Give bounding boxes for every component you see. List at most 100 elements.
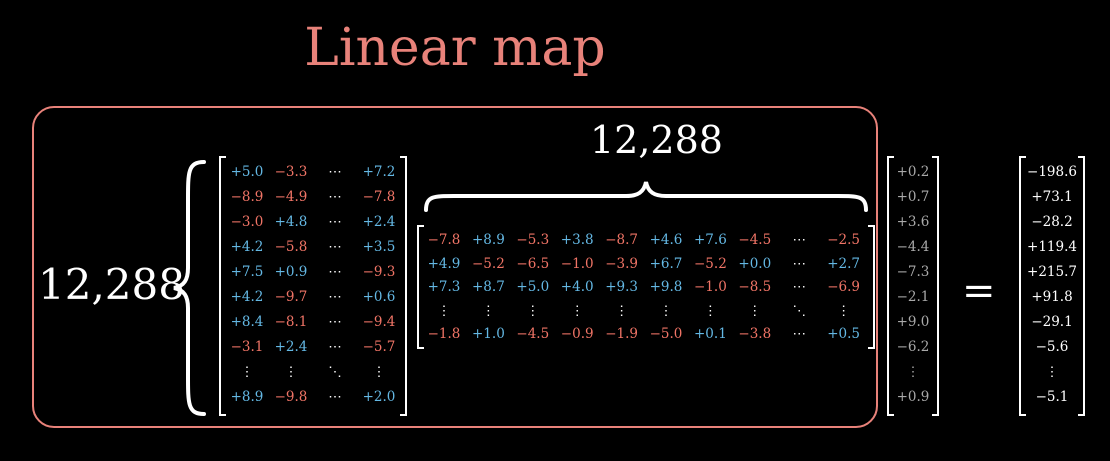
bracket-right	[868, 225, 875, 349]
matrix-row: +119.4	[1019, 235, 1085, 259]
matrix-cell: +2.0	[362, 389, 396, 405]
matrix-cell: ⋮	[481, 302, 496, 319]
matrix-cell: ⋱	[328, 364, 342, 380]
matrix-cell: +8.4	[230, 314, 264, 330]
matrix-cell: +0.6	[362, 289, 396, 305]
matrix-cell: +3.6	[896, 214, 930, 230]
matrix-cell: −5.6	[1035, 339, 1069, 355]
matrix-cell: +7.2	[362, 164, 396, 180]
matrix-cell: ⋮	[836, 302, 851, 319]
matrix-cell: −5.0	[649, 326, 683, 342]
matrix-cell: −7.8	[427, 232, 461, 248]
matrix-row: +9.0	[887, 310, 939, 334]
matrix-cell: −0.9	[560, 326, 594, 342]
matrix-row: −7.8 +8.9 −5.3 +3.8 −8.7 +4.6 +7.6 −4.5 ⋯ −2.5	[417, 228, 875, 252]
matrix-row: +0.7	[887, 185, 939, 209]
matrix-row: +5.0 −3.3 ⋯ +7.2	[219, 160, 407, 184]
matrix-cell: ⋯	[792, 279, 806, 295]
matrix-cell: −7.8	[362, 189, 396, 205]
matrix-cell: −8.1	[274, 314, 308, 330]
matrix-cell: ⋯	[328, 164, 342, 180]
matrix-row: −5.6	[1019, 335, 1085, 359]
matrix-row: −4.4	[887, 235, 939, 259]
matrix-cell: +4.0	[560, 279, 594, 295]
matrix-cell: +4.6	[649, 232, 683, 248]
matrix-cell: −7.3	[896, 264, 930, 280]
bracket-right	[400, 156, 407, 416]
matrix-row: −6.2	[887, 335, 939, 359]
matrix-cell: +3.5	[362, 239, 396, 255]
matrix-cell: +5.0	[230, 164, 264, 180]
bracket-left	[417, 225, 424, 349]
matrix-cell: −4.5	[516, 326, 550, 342]
matrix-cell: +8.9	[230, 389, 264, 405]
matrix-row: −3.1 +2.4 ⋯ −5.7	[219, 335, 407, 359]
matrix-cell: +5.0	[516, 279, 550, 295]
bracket-left	[219, 156, 226, 416]
matrix-cell: ⋮	[748, 302, 762, 319]
matrix-cell: −9.3	[362, 264, 396, 280]
matrix-row: +91.8	[1019, 285, 1085, 309]
matrix-cell: −8.5	[738, 279, 772, 295]
rows-label: 12,288	[38, 260, 185, 309]
matrix-cell: +2.7	[827, 255, 860, 272]
matrix-cell: ⋯	[328, 339, 342, 355]
matrix-row: +3.6	[887, 210, 939, 234]
matrix-row: −2.1	[887, 285, 939, 309]
matrix-row: ⋮	[1019, 360, 1085, 384]
wide-matrix: −7.8 +8.9 −5.3 +3.8 −8.7 +4.6 +7.6 −4.5 ⋯ −2.5 +4.…	[417, 225, 875, 349]
matrix-cell: +9.8	[649, 279, 683, 295]
matrix-cell: +0.5	[827, 326, 860, 342]
matrix-cell: −9.7	[274, 289, 308, 305]
matrix-row: +0.2	[887, 160, 939, 184]
matrix-cell: ⋯	[328, 264, 342, 280]
matrix-cell: ⋯	[328, 289, 342, 305]
matrix-cell: −9.4	[362, 314, 396, 330]
matrix-cell: ⋮	[906, 364, 920, 380]
matrix-cell: +119.4	[1027, 239, 1077, 255]
matrix-cell: −6.5	[516, 255, 550, 272]
matrix-row: −3.0 +4.8 ⋯ +2.4	[219, 210, 407, 234]
matrix-cell: ⋮	[570, 302, 584, 319]
matrix-row: ⋮ ⋮ ⋱ ⋮	[219, 360, 407, 384]
equals-sign: =	[962, 268, 996, 314]
matrix-row: −8.9 −4.9 ⋯ −7.8	[219, 185, 407, 209]
matrix-cell: +2.4	[362, 214, 396, 230]
matrix-cell: +91.8	[1031, 289, 1073, 305]
matrix-cell: +73.1	[1031, 189, 1073, 205]
matrix-cell: +1.0	[472, 326, 505, 342]
matrix-cell: +4.9	[427, 255, 461, 272]
matrix-cell: +0.0	[738, 255, 772, 272]
matrix-cell: +8.7	[472, 279, 505, 295]
matrix-row: +7.3 +8.7 +5.0 +4.0 +9.3 +9.8 −1.0 −8.5 ⋯ −6.9	[417, 275, 875, 299]
matrix-cell: −3.9	[605, 255, 638, 272]
matrix-cell: +7.6	[694, 232, 727, 248]
matrix-cell: +0.9	[896, 389, 930, 405]
matrix-cell: +4.8	[274, 214, 308, 230]
matrix-cell: +0.7	[896, 189, 930, 205]
matrix-cell: +0.9	[274, 264, 308, 280]
matrix-cell: ⋯	[792, 232, 806, 248]
matrix-cell: −5.7	[362, 339, 396, 355]
matrix-cell: ⋮	[659, 302, 673, 319]
matrix-cell: +9.3	[605, 279, 638, 295]
matrix-cell: +9.0	[896, 314, 930, 330]
matrix-row: −5.1	[1019, 385, 1085, 409]
matrix-cell: −4.9	[274, 189, 308, 205]
matrix-cell: −8.7	[605, 232, 638, 248]
matrix-cell: −2.5	[827, 232, 860, 248]
matrix-cell: ⋮	[526, 302, 540, 319]
matrix-row: +73.1	[1019, 185, 1085, 209]
matrix-cell: ⋮	[703, 302, 718, 319]
input-vector: +0.2 +0.7 +3.6 −4.4 −7.3 −2.1 +9.0 −6.2 ⋮ +0.9	[887, 156, 939, 416]
matrix-cell: −1.8	[427, 326, 461, 342]
matrix-row: −7.3	[887, 260, 939, 284]
matrix-cell: +0.2	[896, 164, 930, 180]
matrix-cell: +6.7	[649, 255, 683, 272]
matrix-cell: −3.1	[230, 339, 264, 355]
matrix-row: +8.9 −9.8 ⋯ +2.0	[219, 385, 407, 409]
matrix-cell: ⋮	[240, 364, 254, 380]
matrix-row: ⋮ ⋮ ⋮ ⋮ ⋮ ⋮ ⋮ ⋮ ⋱ ⋮	[417, 299, 875, 323]
matrix-cell: −4.5	[738, 232, 772, 248]
matrix-cell: ⋮	[614, 302, 629, 319]
